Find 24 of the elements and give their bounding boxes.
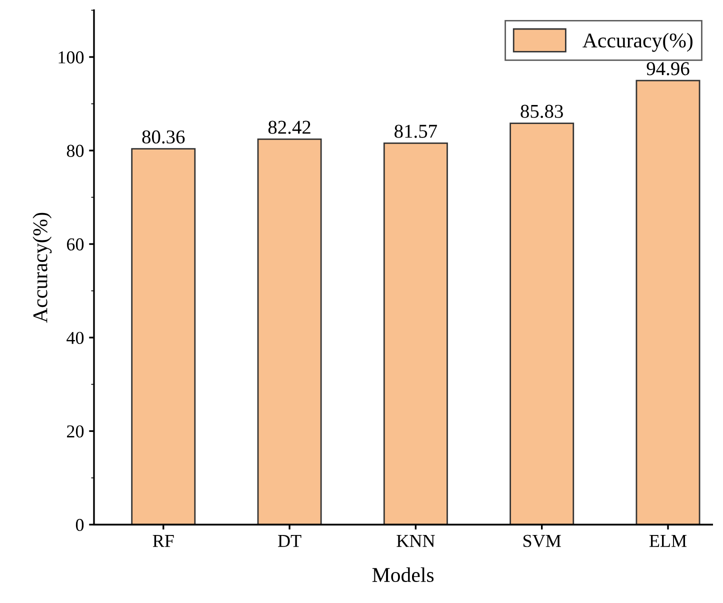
data-label: 80.36 [142, 130, 185, 144]
bar [383, 142, 448, 525]
data-label: 85.83 [520, 104, 563, 118]
x-axis-title: Models [372, 567, 434, 582]
x-tick-label: RF [152, 535, 174, 547]
x-tick-label: SVM [523, 534, 561, 548]
y-tick-label: 0 [76, 518, 84, 532]
bar [636, 80, 700, 525]
y-tick-label: 80 [66, 144, 84, 157]
x-tick-label: KNN [396, 535, 435, 547]
legend-label: Accuracy(%) [582, 32, 692, 52]
y-axis-title: Accuracy(%) [32, 212, 52, 323]
data-label: 81.57 [394, 124, 438, 138]
y-tick-label: 40 [66, 332, 84, 344]
x-tick-label: DT [278, 535, 302, 547]
bar [257, 138, 322, 525]
data-label: 82.42 [268, 120, 310, 134]
data-label: 94.96 [646, 62, 690, 76]
bar [510, 122, 574, 525]
y-tick-label: 60 [66, 238, 84, 250]
y-tick-label: 20 [67, 425, 84, 438]
x-tick-label: ELM [649, 535, 687, 547]
bar [131, 148, 196, 525]
y-tick-label: 100 [58, 51, 84, 64]
